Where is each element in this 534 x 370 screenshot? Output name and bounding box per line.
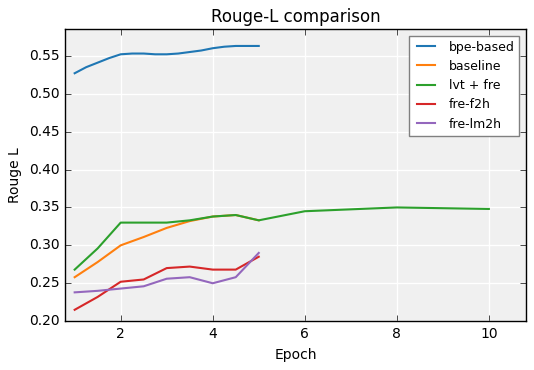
baseline — [256, 218, 262, 222]
Title: Rouge-L comparison: Rouge-L comparison — [211, 9, 380, 26]
baseline — [163, 226, 170, 230]
fre-lm2h — [209, 281, 216, 286]
lvt + fre — [95, 246, 101, 250]
Line: lvt + fre: lvt + fre — [75, 208, 489, 270]
bpe-based — [117, 52, 124, 57]
Line: bpe-based: bpe-based — [75, 46, 259, 73]
lvt + fre — [117, 221, 124, 225]
baseline — [72, 275, 78, 279]
lvt + fre — [232, 213, 239, 217]
fre-f2h — [256, 255, 262, 259]
bpe-based — [256, 44, 262, 48]
Line: fre-lm2h: fre-lm2h — [75, 253, 259, 292]
fre-f2h — [186, 264, 193, 269]
bpe-based — [175, 51, 182, 56]
baseline — [140, 235, 147, 239]
fre-f2h — [140, 277, 147, 282]
fre-f2h — [95, 295, 101, 299]
lvt + fre — [163, 221, 170, 225]
lvt + fre — [72, 268, 78, 272]
bpe-based — [72, 71, 78, 75]
fre-f2h — [72, 307, 78, 312]
bpe-based — [221, 44, 227, 49]
bpe-based — [232, 44, 239, 48]
fre-lm2h — [186, 275, 193, 279]
baseline — [186, 219, 193, 223]
bpe-based — [209, 46, 216, 50]
lvt + fre — [302, 209, 308, 213]
lvt + fre — [186, 218, 193, 222]
fre-f2h — [117, 279, 124, 284]
lvt + fre — [394, 205, 400, 210]
baseline — [209, 214, 216, 219]
lvt + fre — [485, 207, 492, 211]
Y-axis label: Rouge L: Rouge L — [9, 147, 22, 203]
baseline — [117, 243, 124, 248]
bpe-based — [152, 52, 159, 57]
lvt + fre — [209, 214, 216, 219]
Line: fre-f2h: fre-f2h — [75, 257, 259, 310]
fre-lm2h — [163, 276, 170, 281]
bpe-based — [140, 51, 147, 56]
lvt + fre — [256, 218, 262, 222]
bpe-based — [198, 48, 205, 53]
X-axis label: Epoch: Epoch — [274, 348, 317, 361]
bpe-based — [95, 60, 101, 65]
fre-f2h — [232, 268, 239, 272]
fre-lm2h — [72, 290, 78, 295]
fre-lm2h — [140, 284, 147, 289]
bpe-based — [83, 65, 89, 70]
Line: baseline: baseline — [75, 215, 259, 277]
bpe-based — [129, 51, 136, 56]
baseline — [232, 213, 239, 217]
bpe-based — [106, 56, 112, 60]
baseline — [95, 260, 101, 264]
fre-lm2h — [256, 251, 262, 255]
fre-f2h — [163, 266, 170, 270]
Legend: bpe-based, baseline, lvt + fre, fre-f2h, fre-lm2h: bpe-based, baseline, lvt + fre, fre-f2h,… — [409, 36, 520, 135]
lvt + fre — [140, 221, 147, 225]
fre-lm2h — [232, 275, 239, 279]
fre-lm2h — [117, 286, 124, 291]
bpe-based — [163, 52, 170, 57]
fre-f2h — [209, 268, 216, 272]
bpe-based — [186, 50, 193, 54]
fre-lm2h — [95, 289, 101, 293]
